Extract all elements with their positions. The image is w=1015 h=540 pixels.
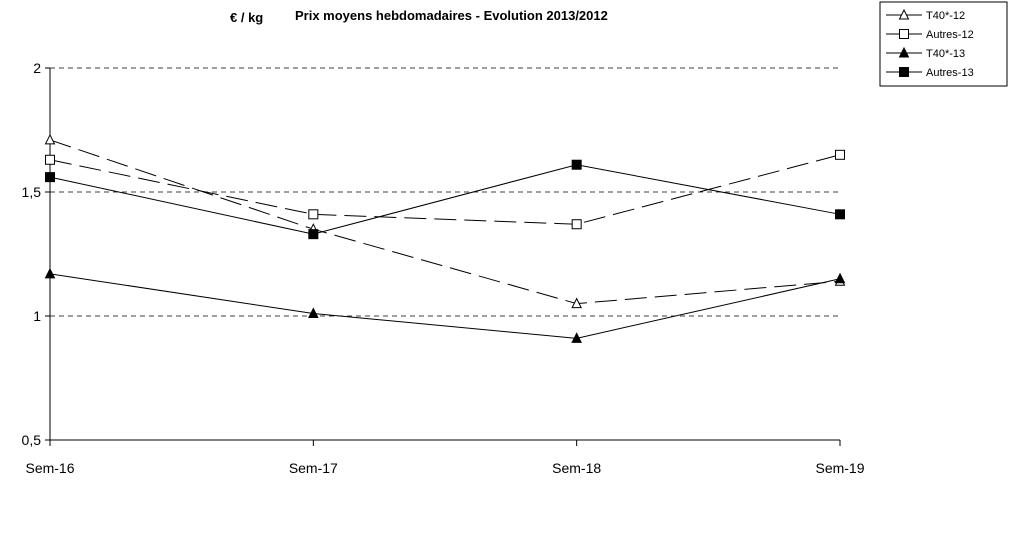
y-tick-label: 2 xyxy=(33,60,41,76)
data-point-1-2 xyxy=(571,219,582,230)
data-point-3-0 xyxy=(45,172,55,183)
chart-title: Prix moyens hebdomadaires - Evolution 20… xyxy=(295,8,608,23)
data-point-1-1 xyxy=(308,209,319,220)
series-line-0 xyxy=(49,139,841,305)
data-point-0-2 xyxy=(571,297,582,309)
x-tick-label: Sem-16 xyxy=(25,460,74,476)
data-point-3-1 xyxy=(308,229,319,240)
legend-entry-0: T40*-12 xyxy=(886,8,965,22)
data-point-1-3 xyxy=(835,149,845,160)
legend-marker-0 xyxy=(898,8,910,20)
legend-label-2: T40*-13 xyxy=(926,48,965,60)
series-2 xyxy=(44,267,846,343)
y-axis-unit-label: € / kg xyxy=(230,10,263,25)
legend: T40*-12 Autres-12 T40*-13 Autres-13 xyxy=(879,1,1008,87)
series-line-3 xyxy=(49,164,841,235)
legend-entry-1: Autres-12 xyxy=(886,29,974,41)
series-0 xyxy=(44,133,846,309)
x-tick-label: Sem-17 xyxy=(289,460,338,476)
data-point-2-1 xyxy=(308,307,319,319)
y-tick-label: 0,5 xyxy=(22,432,42,448)
data-point-1-0 xyxy=(45,154,55,165)
series-3 xyxy=(45,159,845,240)
axes: 0,5 1 1,5 2 Sem-16 Sem-17 Sem-18 Sem-19 xyxy=(22,60,865,476)
data-point-2-2 xyxy=(571,332,582,343)
series-line-2 xyxy=(49,273,841,339)
legend-marker-1 xyxy=(899,29,909,39)
data-point-3-3 xyxy=(835,209,845,220)
legend-entry-2: T40*-13 xyxy=(886,46,965,60)
legend-label-3: Autres-13 xyxy=(926,67,974,79)
data-point-3-2 xyxy=(571,159,582,170)
legend-entry-3: Autres-13 xyxy=(886,67,974,79)
x-tick-label: Sem-19 xyxy=(815,460,864,476)
legend-marker-3 xyxy=(899,67,909,77)
data-point-2-3 xyxy=(834,272,846,284)
gridlines xyxy=(50,67,840,317)
data-point-0-0 xyxy=(44,133,56,145)
x-tick-label: Sem-18 xyxy=(552,460,601,476)
data-point-2-0 xyxy=(44,267,56,279)
y-tick-label: 1 xyxy=(33,308,41,324)
legend-label-1: Autres-12 xyxy=(926,29,974,41)
legend-label-0: T40*-12 xyxy=(926,10,965,22)
legend-marker-2 xyxy=(898,46,910,58)
series-1 xyxy=(45,149,845,230)
y-tick-label: 1,5 xyxy=(22,184,42,200)
series-line-1 xyxy=(49,154,841,225)
series-group xyxy=(44,133,846,343)
